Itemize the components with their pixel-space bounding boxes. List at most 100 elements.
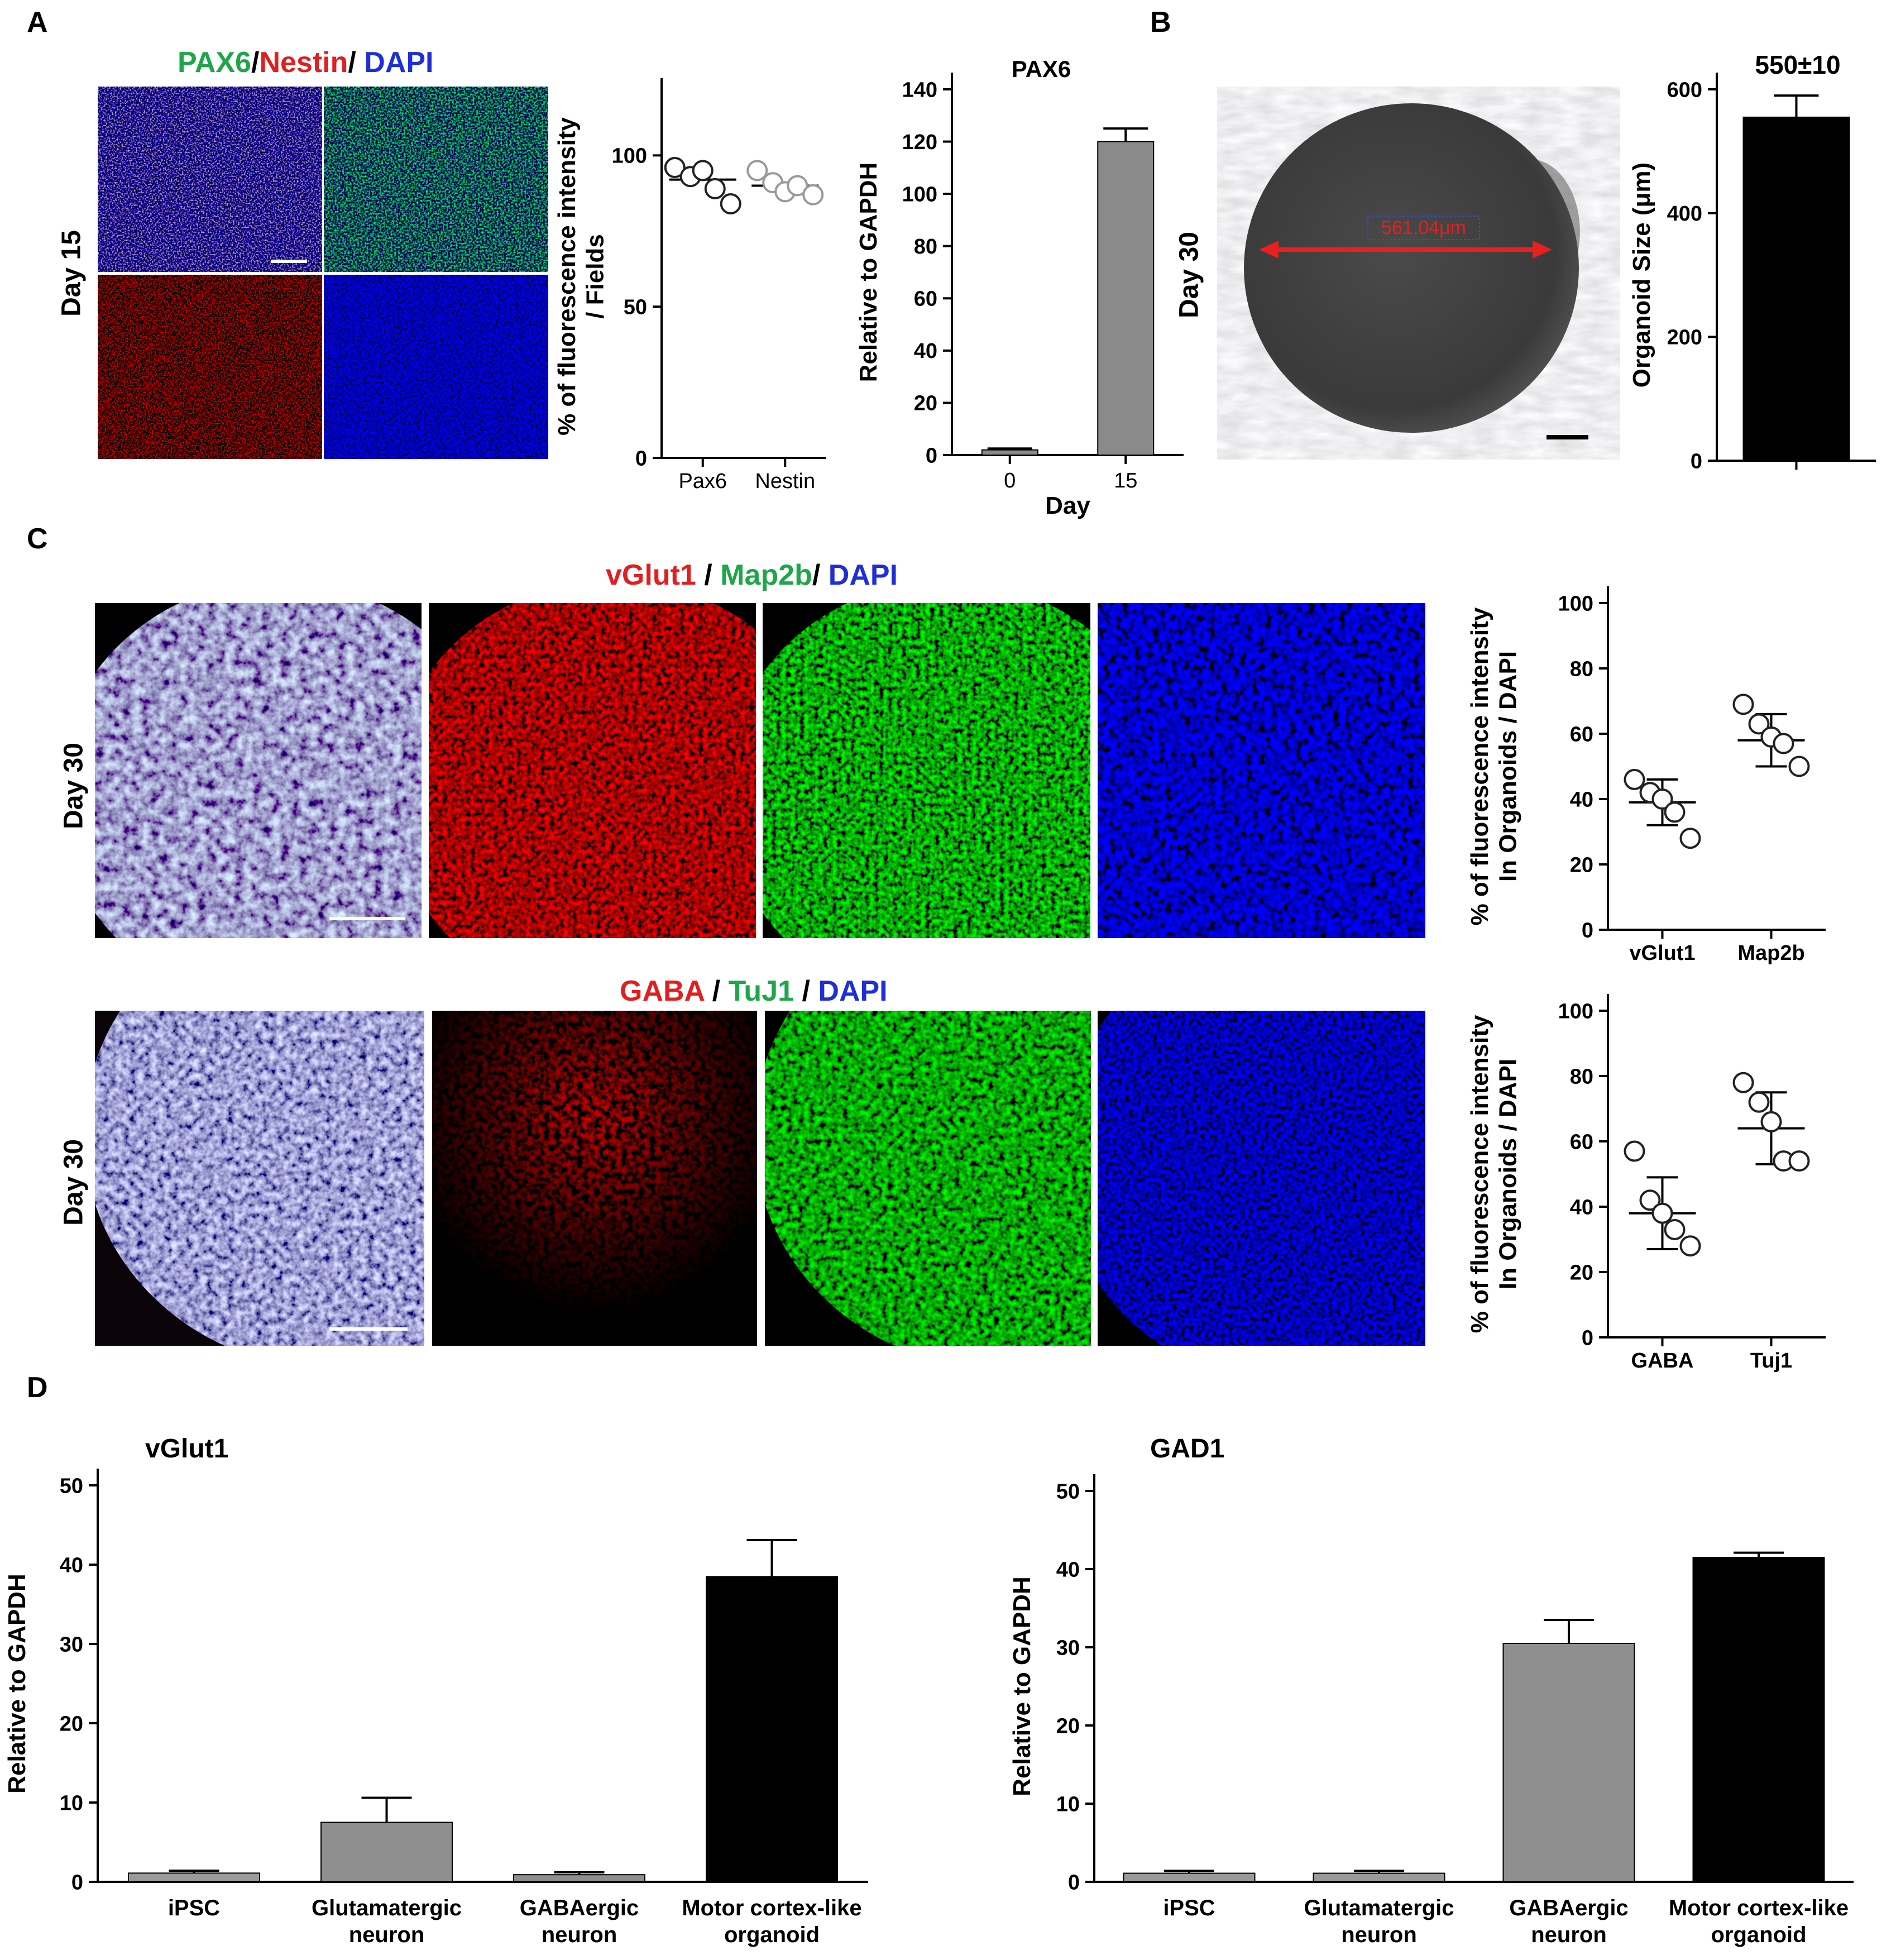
x-category-label: neuron bbox=[542, 1923, 617, 1947]
micro-c2-merge bbox=[95, 1011, 424, 1346]
y-tick-label: 120 bbox=[902, 131, 937, 154]
x-category-label: Glutamatergic bbox=[1304, 1896, 1454, 1920]
y-tick-label: 50 bbox=[1056, 1480, 1080, 1503]
bar bbox=[1742, 116, 1850, 461]
x-category-label: organoid bbox=[724, 1923, 820, 1947]
title-sep: / bbox=[348, 46, 365, 79]
x-category-label: Pax6 bbox=[678, 470, 727, 493]
title-sep: / bbox=[251, 46, 260, 79]
y-tick-label: 30 bbox=[60, 1633, 83, 1656]
data-point bbox=[1788, 1150, 1810, 1172]
x-category-label: Glutamatergic bbox=[312, 1896, 462, 1920]
title-sep: / bbox=[696, 559, 721, 591]
y-tick-label: 0 bbox=[1582, 1326, 1593, 1350]
y-tick-label: 20 bbox=[60, 1712, 83, 1736]
micro-c2-gaba bbox=[432, 1011, 757, 1346]
y-tick-label: 10 bbox=[1056, 1792, 1080, 1816]
x-category-label: neuron bbox=[1341, 1923, 1417, 1947]
data-point bbox=[1679, 1235, 1701, 1257]
data-point bbox=[664, 157, 686, 178]
y-tick-label: 20 bbox=[1056, 1714, 1080, 1738]
data-point bbox=[1788, 756, 1810, 777]
x-category-label: Map2b bbox=[1737, 941, 1804, 965]
x-category-label: neuron bbox=[349, 1923, 425, 1947]
panel-c-row2-stain-title: GABA / TuJ1 / DAPI bbox=[620, 974, 888, 1008]
y-axis-label: In Organoids / DAPI bbox=[1495, 651, 1522, 882]
bar bbox=[1123, 1872, 1256, 1882]
micro-c1-merge bbox=[95, 603, 422, 938]
y-tick-label: 30 bbox=[1056, 1636, 1080, 1660]
y-tick-label: 80 bbox=[1570, 657, 1593, 681]
y-tick-label: 10 bbox=[60, 1791, 83, 1815]
y-tick-label: 20 bbox=[914, 392, 937, 415]
data-point bbox=[704, 178, 726, 199]
y-tick-label: 60 bbox=[1570, 1130, 1593, 1154]
x-category-label: GABA bbox=[1631, 1349, 1694, 1373]
title-dapi: DAPI bbox=[364, 46, 434, 79]
x-category-label: 0 bbox=[1004, 469, 1016, 493]
y-tick-label: 200 bbox=[1667, 326, 1702, 350]
y-tick-label: 0 bbox=[1691, 450, 1702, 473]
y-tick-label: 40 bbox=[1570, 1196, 1593, 1219]
chart-d-gad1-bar: 0 10 20 30 40 50 Relative to GAPDH GAD1 iPSC Glut… bbox=[1008, 1434, 1854, 1947]
y-tick-label: 0 bbox=[1068, 1871, 1080, 1894]
micro-c1-vglut1 bbox=[429, 603, 756, 938]
chart-title: GAD1 bbox=[1150, 1434, 1224, 1464]
y-tick-label: 100 bbox=[1558, 1000, 1593, 1023]
y-tick-label: 100 bbox=[902, 183, 937, 206]
y-tick-label: 100 bbox=[612, 145, 647, 168]
title-pax6: PAX6 bbox=[178, 46, 251, 79]
panel-label-b: B bbox=[1150, 6, 1171, 39]
chart-title: 550±10 bbox=[1755, 50, 1840, 79]
y-tick-label: 20 bbox=[1570, 1261, 1593, 1284]
y-tick-label: 50 bbox=[60, 1474, 83, 1498]
x-category-label: iPSC bbox=[168, 1896, 220, 1920]
panel-a-day-label: Day 15 bbox=[56, 230, 87, 317]
data-point bbox=[1651, 1202, 1673, 1224]
bar bbox=[1502, 1643, 1635, 1882]
panel-label-c: C bbox=[27, 523, 48, 555]
micro-c1-map2b bbox=[763, 603, 1090, 938]
data-point bbox=[787, 175, 808, 197]
data-point bbox=[1664, 801, 1686, 823]
chart-title: vGlut1 bbox=[145, 1434, 228, 1464]
micro-c2-tuj1 bbox=[765, 1011, 1091, 1346]
panel-c-row2-day-label: Day 30 bbox=[59, 1139, 89, 1226]
y-tick-label: 20 bbox=[1570, 853, 1593, 877]
y-tick-label: 400 bbox=[1667, 202, 1702, 226]
x-category-label: vGlut1 bbox=[1629, 941, 1695, 965]
y-tick-label: 0 bbox=[71, 1871, 83, 1894]
micro-a-pax6 bbox=[324, 87, 548, 272]
x-category-label: Motor cortex-like bbox=[682, 1896, 861, 1920]
panel-c-row1-day-label: Day 30 bbox=[59, 743, 89, 829]
bar bbox=[706, 1576, 838, 1882]
micro-c1-dapi bbox=[1098, 603, 1425, 938]
y-axis-label: Relative to GAPDH bbox=[1008, 1576, 1036, 1796]
title-dapi: DAPI bbox=[828, 559, 898, 591]
title-gaba: GABA bbox=[620, 975, 705, 1007]
y-tick-label: 140 bbox=[902, 78, 937, 102]
y-axis-label: % of fluorescence intensity bbox=[553, 117, 581, 436]
micro-c2-dapi bbox=[1098, 1011, 1425, 1346]
micro-a-dapi bbox=[324, 275, 548, 459]
bar bbox=[1097, 141, 1155, 456]
data-point bbox=[1679, 828, 1701, 849]
title-dapi: DAPI bbox=[818, 975, 888, 1007]
data-point bbox=[720, 193, 741, 214]
panel-c-row1-stain-title: vGlut1 / Map2b/ DAPI bbox=[606, 558, 898, 592]
title-tuj1: TuJ1 bbox=[728, 975, 794, 1007]
chart-title: PAX6 bbox=[1012, 56, 1071, 82]
title-map2b: Map2b bbox=[720, 559, 812, 591]
data-point bbox=[1624, 1140, 1645, 1162]
chart-a-pax6-bar: 0 20 40 60 80 100 120 140 Relative to GAPDH PAX6 D… bbox=[855, 56, 1184, 519]
x-category-label: 15 bbox=[1114, 469, 1137, 493]
data-point bbox=[802, 184, 824, 205]
y-axis-label: Organoid Size (μm) bbox=[1628, 162, 1655, 388]
y-axis-label: / Fields bbox=[582, 234, 609, 319]
title-nestin: Nestin bbox=[259, 46, 348, 79]
y-tick-label: 80 bbox=[1570, 1065, 1593, 1088]
data-point bbox=[692, 160, 714, 181]
x-category-label: neuron bbox=[1531, 1923, 1607, 1947]
micro-a-nestin bbox=[98, 275, 322, 459]
y-axis-label: % of fluorescence intensity bbox=[1466, 1015, 1493, 1333]
